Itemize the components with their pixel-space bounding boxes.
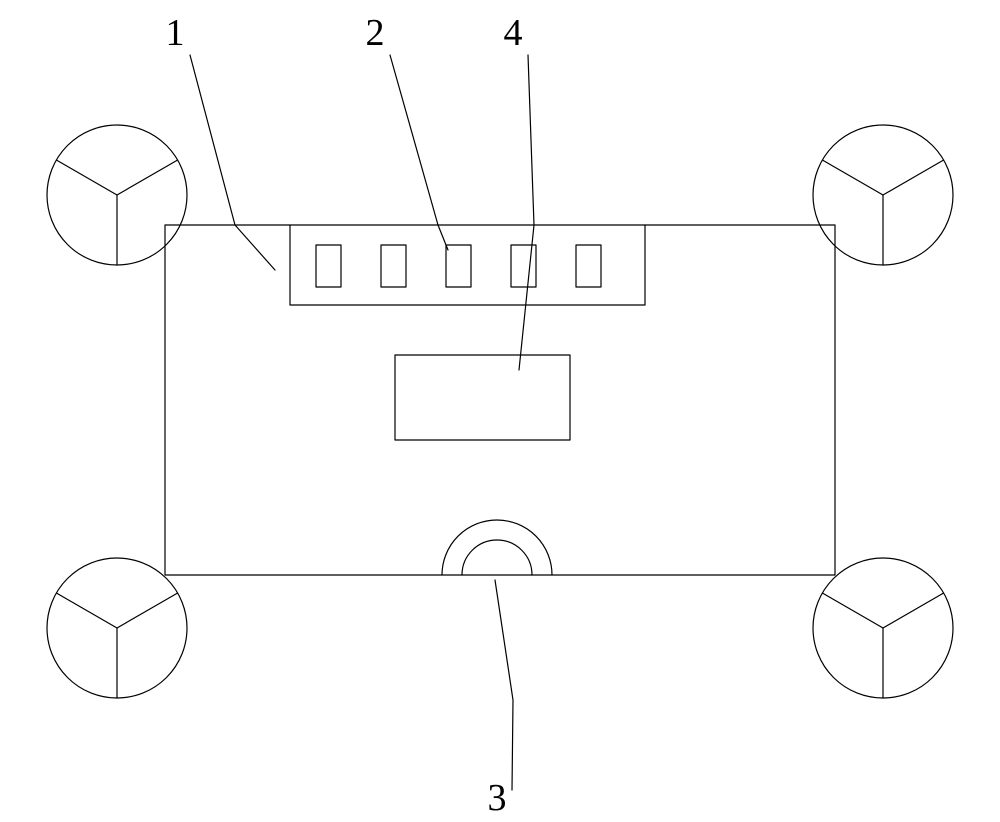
leader-l2 [390,55,448,250]
dome-inner [462,540,532,575]
slot-4 [511,245,536,287]
leader-l4 [519,55,534,370]
leader-l1 [190,55,275,270]
label-l4: 4 [504,12,523,54]
dome-outer [442,520,552,575]
drone-body [165,225,835,575]
label-l2: 2 [366,12,385,54]
rotor-4 [813,558,953,698]
slot-3 [446,245,471,287]
label-l3: 3 [488,777,507,819]
rotor-2 [813,125,953,265]
slot-5 [576,245,601,287]
top-module [290,225,645,305]
label-l1: 1 [166,12,185,54]
leader-l3 [495,580,513,790]
rotor-3 [47,558,187,698]
slot-2 [381,245,406,287]
center-module [395,355,570,440]
rotor-1 [47,125,187,265]
slot-1 [316,245,341,287]
